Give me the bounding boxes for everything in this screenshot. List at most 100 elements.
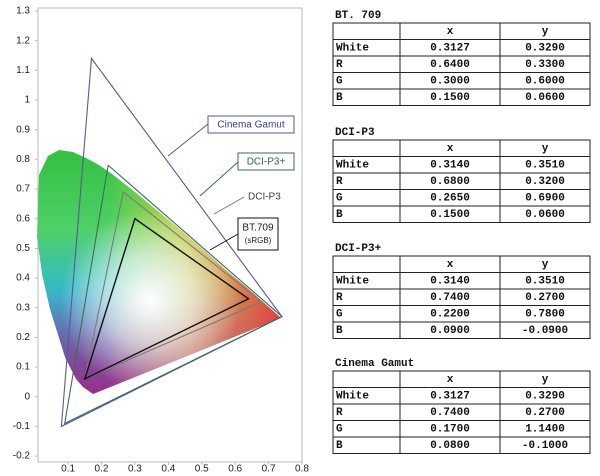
- x-tick-label: 0.7: [262, 464, 276, 475]
- y-tick-label: 0.4: [16, 273, 30, 284]
- column-header: y: [542, 374, 549, 386]
- cell-x: 0.1500: [430, 209, 470, 221]
- y-tick-label: 0: [24, 391, 30, 402]
- row-label: R: [336, 407, 343, 419]
- annotation: (sRGB): [245, 236, 272, 245]
- y-tick-label: -0.1: [13, 421, 31, 432]
- y-tick-label: 0.5: [16, 243, 30, 254]
- row-label: White: [336, 43, 369, 55]
- y-tick-label: 0.7: [16, 184, 30, 195]
- cell-x: 0.0900: [430, 325, 470, 337]
- row-label: White: [336, 276, 369, 288]
- table-title: BT. 709: [335, 10, 381, 22]
- row-label: B: [336, 325, 343, 337]
- cell-y: -0.1000: [522, 440, 568, 452]
- cell-y: -0.0900: [522, 325, 568, 337]
- cell-y: 0.3290: [525, 391, 565, 403]
- row-label: G: [336, 193, 343, 205]
- row-label: G: [336, 424, 343, 436]
- y-tick-label: 0.9: [16, 124, 30, 135]
- cell-y: 0.3200: [525, 176, 565, 188]
- cell-y: 1.1400: [525, 424, 565, 436]
- cell-x: 0.2200: [430, 309, 470, 321]
- cell-x: 0.1500: [430, 92, 470, 104]
- y-tick-label: 0.8: [16, 154, 30, 165]
- cell-y: 0.2700: [525, 407, 565, 419]
- x-tick-label: 0.4: [161, 464, 175, 475]
- column-header: y: [542, 26, 549, 38]
- row-label: G: [336, 309, 343, 321]
- cell-x: 0.3127: [430, 391, 470, 403]
- column-header: x: [447, 143, 454, 155]
- annotation-box: [207, 115, 295, 134]
- x-tick-label: 0.5: [195, 464, 209, 475]
- row-label: R: [336, 176, 343, 188]
- row-label: R: [336, 59, 343, 71]
- gamut-triangle: [60, 56, 283, 428]
- cell-y: 0.6000: [525, 76, 565, 88]
- column-header: y: [542, 143, 549, 155]
- table-border: [332, 370, 591, 454]
- cell-x: 0.3127: [430, 43, 470, 55]
- cell-x: 0.2650: [430, 193, 470, 205]
- y-tick-label: 0.6: [16, 213, 30, 224]
- row-label: R: [336, 292, 343, 304]
- column-header: x: [447, 374, 454, 386]
- row-label: G: [336, 76, 343, 88]
- y-tick-label: 0.1: [16, 362, 30, 373]
- cell-y: 0.7800: [525, 309, 565, 321]
- plot: -0.2 -0.1 0 0.1 0.2 0.3 0.4 0.5 0.6 0.7 0.8 0.9 1 1.1…: [13, 6, 310, 475]
- annotation-box: [237, 217, 279, 251]
- y-tick-label: 1: [24, 95, 30, 106]
- column-header: y: [542, 259, 549, 271]
- table-title: DCI-P3+: [335, 243, 382, 255]
- gamut-triangle: [83, 217, 250, 381]
- table-border: [332, 139, 591, 223]
- cell-y: 0.2700: [525, 292, 565, 304]
- spectral-locus: [37, 150, 281, 394]
- leader-line: [213, 196, 245, 215]
- row-label: B: [336, 92, 343, 104]
- cell-x: 0.7400: [430, 292, 470, 304]
- leader-line: [199, 161, 239, 197]
- gamut-triangle: [84, 190, 263, 380]
- table-border: [332, 255, 591, 339]
- cell-y: 0.6900: [525, 193, 565, 205]
- cell-y: 0.0600: [525, 209, 565, 221]
- cell-x: 0.3140: [430, 160, 470, 172]
- x-tick-label: 0.2: [95, 464, 109, 475]
- row-label: White: [336, 391, 369, 403]
- cell-y: 0.3290: [525, 43, 565, 55]
- leader-line: [167, 123, 209, 157]
- row-label: B: [336, 440, 343, 452]
- table-title: Cinema Gamut: [335, 358, 414, 370]
- annotation: DCI-P3+: [247, 157, 286, 168]
- cell-x: 0.1700: [430, 424, 470, 436]
- annotation-box: [237, 152, 295, 171]
- table-border: [332, 22, 591, 106]
- y-tick-label: 0.3: [16, 302, 30, 313]
- cell-x: 0.3000: [430, 76, 470, 88]
- x-tick-label: 0.3: [128, 464, 142, 475]
- gamut-triangle: [64, 164, 283, 425]
- cell-y: 0.3300: [525, 59, 565, 71]
- annotation: BT.709: [242, 223, 274, 234]
- row-label: B: [336, 209, 343, 221]
- cell-y: 0.3510: [525, 276, 565, 288]
- x-tick-label: 0.1: [61, 464, 75, 475]
- table-title: DCI-P3: [335, 127, 375, 139]
- cell-x: 0.0800: [430, 440, 470, 452]
- x-tick-label: 0.8: [295, 464, 309, 475]
- y-tick-label: -0.2: [13, 451, 31, 462]
- cell-y: 0.0600: [525, 92, 565, 104]
- cell-x: 0.6800: [430, 176, 470, 188]
- annotations: Cinema Gamut DCI-P3+ DCI-P3 BT.709 (sRGB…: [167, 115, 295, 251]
- cell-x: 0.3140: [430, 276, 470, 288]
- cell-x: 0.6400: [430, 59, 470, 71]
- y-tick-label: 0.2: [16, 332, 30, 343]
- cell-x: 0.7400: [430, 407, 470, 419]
- x-tick-label: 0.6: [228, 464, 242, 475]
- tables: BT. 709 x y White 0.3127 0.3290 R 0.6400 0.3300 G…: [332, 10, 591, 454]
- annotation: DCI-P3: [248, 192, 281, 203]
